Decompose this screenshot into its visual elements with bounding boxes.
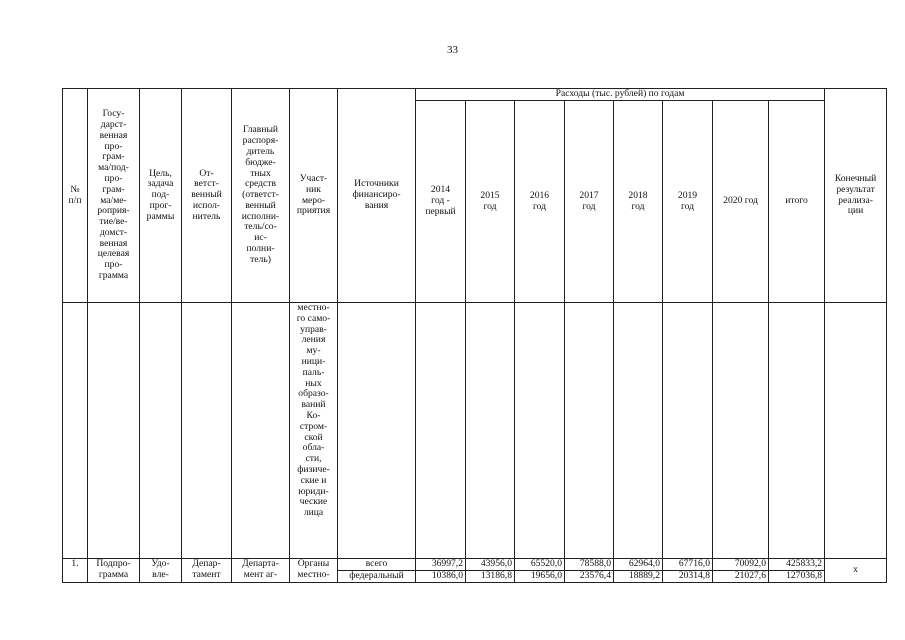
continuation-cell	[824, 302, 888, 559]
continuation-cell	[139, 302, 182, 559]
header-year-2016: 2016 год	[514, 100, 565, 303]
continuation-cell	[564, 302, 614, 559]
row1-source-federal: федеральный	[337, 569, 416, 583]
row1-federal-2015: 13186,8	[465, 569, 515, 583]
row1-num: 1.	[62, 558, 88, 583]
row1-federal-2018: 18889,2	[613, 569, 663, 583]
row1-result: х	[824, 558, 888, 583]
row1-total-sum: 425833,2	[767, 558, 826, 571]
header-program: Госу- дарст- венная про- грам- ма/под- п…	[87, 88, 140, 303]
row1-total-2018: 62964,0	[613, 558, 663, 571]
continuation-cell	[767, 302, 826, 559]
row1-total-2017: 78588,0	[564, 558, 614, 571]
header-result: Конечный результат реализа- ции	[824, 88, 888, 303]
header-year-2015: 2015 год	[465, 100, 515, 303]
row1-total-2014: 36997,2	[415, 558, 466, 571]
row1-responsible: Депар- тамент	[181, 558, 232, 583]
continuation-cell	[181, 302, 232, 559]
row1-total-2015: 43956,0	[465, 558, 515, 571]
header-manager: Главный распоря- дитель бюдже- тных сред…	[231, 88, 290, 303]
header-total: итого	[767, 100, 826, 303]
budget-table: № п/п Госу- дарст- венная про- грам- ма/…	[62, 88, 888, 583]
continuation-cell	[231, 302, 290, 559]
row1-program: Подпро- грамма	[87, 558, 140, 583]
continuation-cell	[712, 302, 769, 559]
continuation-cell	[62, 302, 88, 559]
continuation-cell	[613, 302, 663, 559]
continuation-cell	[514, 302, 565, 559]
row1-federal-2014: 10386,0	[415, 569, 466, 583]
row1-federal-2019: 20314,8	[662, 569, 713, 583]
row1-federal-2017: 23576,4	[564, 569, 614, 583]
header-year-2019: 2019 год	[662, 100, 713, 303]
continuation-participant: местно- го само- управ- ления му- ници- …	[289, 302, 338, 559]
header-year-2020: 2020 год	[712, 100, 769, 303]
header-participant: Участ- ник меро- приятия	[289, 88, 338, 303]
header-year-2014: 2014 год - первый	[415, 100, 466, 303]
header-sources: Источники финансиро- вания	[337, 88, 416, 303]
row1-goal: Удо- вле-	[139, 558, 182, 583]
continuation-cell	[465, 302, 515, 559]
header-goal: Цель, задача под- прог- раммы	[139, 88, 182, 303]
row1-federal-sum: 127036,8	[767, 569, 826, 583]
row1-total-2020: 70092,0	[712, 558, 769, 571]
row1-federal-2020: 21027,6	[712, 569, 769, 583]
continuation-cell	[337, 302, 416, 559]
row1-participant: Органы местно-	[289, 558, 338, 583]
header-year-2017: 2017 год	[564, 100, 614, 303]
row1-federal-2016: 19656,0	[514, 569, 565, 583]
continuation-cell	[415, 302, 466, 559]
header-expenses-group: Расходы (тыс. рублей) по годам	[414, 88, 826, 101]
header-responsible: От- ветст- венный испол- нитель	[181, 88, 232, 303]
header-year-2018: 2018 год	[613, 100, 663, 303]
row1-total-2019: 67716,0	[662, 558, 713, 571]
page-number: 33	[447, 44, 458, 56]
continuation-cell	[87, 302, 140, 559]
continuation-cell	[662, 302, 713, 559]
row1-total-2016: 65520,0	[514, 558, 565, 571]
row1-source-total: всего	[337, 558, 416, 571]
header-num: № п/п	[62, 88, 88, 303]
row1-manager: Департа- мент аг-	[231, 558, 290, 583]
